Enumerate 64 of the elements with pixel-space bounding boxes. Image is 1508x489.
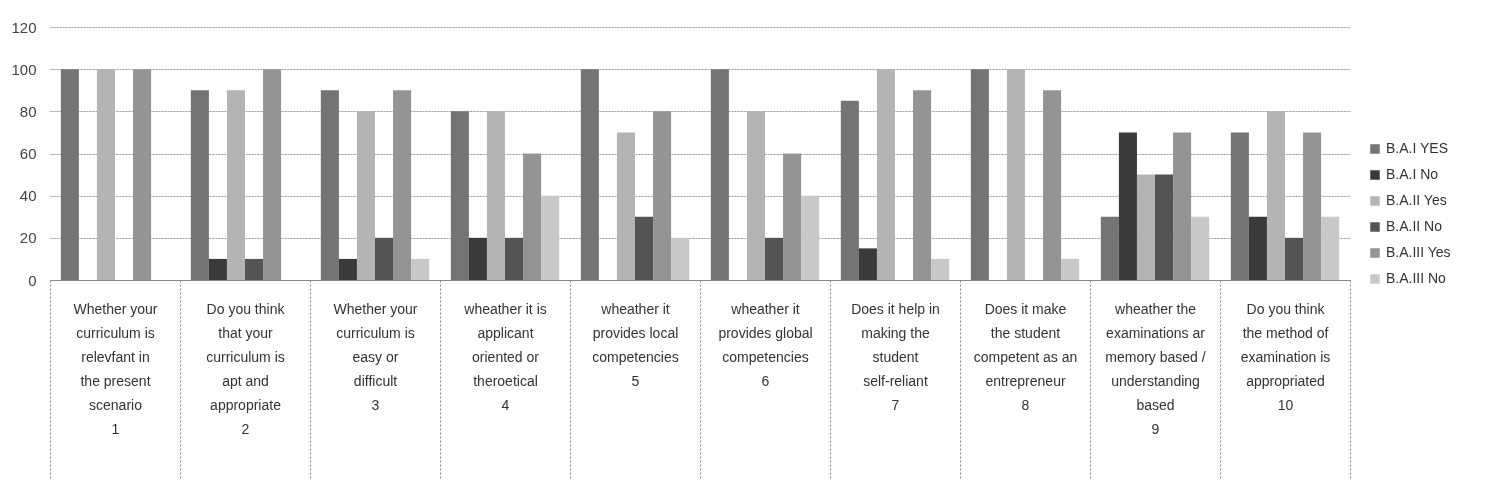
x-tick-label: wheather the examinations ar memory based / understanding based 9 <box>1105 300 1206 437</box>
bar <box>876 69 895 280</box>
bar <box>1321 216 1340 280</box>
bar <box>1155 174 1174 280</box>
bar <box>468 237 487 280</box>
bar <box>635 216 654 280</box>
bar <box>541 195 560 280</box>
x-tick-label: Whether your curriculum is relevfant in the present scenario 1 <box>73 300 158 437</box>
x-tick-label: wheather it is applicant oriented or theroetical 4 <box>463 300 547 413</box>
y-tick-label: 120 <box>11 18 37 36</box>
y-tick-label: 60 <box>19 145 37 162</box>
x-tick-label: Does it make the student competent as an entrepreneur 8 <box>973 300 1078 413</box>
bar <box>616 132 635 280</box>
bar <box>60 69 79 280</box>
x-tick-label: wheather it provides local competencies 5 <box>592 300 679 389</box>
y-tick-label: 20 <box>19 229 37 247</box>
bar <box>190 90 209 280</box>
bar <box>208 258 227 280</box>
legend-label: B.A.I No <box>1386 166 1439 182</box>
bar <box>96 69 115 280</box>
bar <box>1136 174 1155 280</box>
bar <box>840 100 859 280</box>
bar <box>411 258 430 280</box>
bar <box>1285 237 1304 280</box>
bar <box>1100 216 1119 280</box>
bar <box>1248 216 1267 280</box>
bar <box>1266 111 1285 280</box>
legend-label: B.A.II Yes <box>1386 192 1447 208</box>
bar <box>1191 216 1210 280</box>
bar <box>1006 69 1025 280</box>
bar <box>801 195 820 280</box>
bar <box>375 237 394 280</box>
bar <box>1061 258 1080 280</box>
legend-label: B.A.III No <box>1386 270 1447 286</box>
x-tick-label: Whether your curriculum is easy or difficult 3 <box>333 300 418 413</box>
bar <box>356 111 375 280</box>
bar <box>320 90 339 280</box>
bar <box>580 69 599 280</box>
bar <box>970 69 989 280</box>
bar <box>858 248 877 280</box>
bar <box>765 237 784 280</box>
legend-label: B.A.III Yes <box>1386 244 1451 260</box>
bar <box>710 69 729 280</box>
y-tick-label: 40 <box>19 187 37 205</box>
legend-label: B.A.II No <box>1386 218 1443 234</box>
bar <box>1118 132 1137 280</box>
bar <box>245 258 264 280</box>
bar <box>671 237 690 280</box>
y-tick-label: 0 <box>28 271 37 289</box>
bar <box>338 258 357 280</box>
bar <box>505 237 524 280</box>
x-tick-label: Do you think the method of examination is appropriated 10 <box>1240 300 1331 413</box>
y-tick-label: 80 <box>19 102 37 120</box>
bar <box>486 111 505 280</box>
bar <box>1230 132 1249 280</box>
legend-label: B.A.I YES <box>1386 140 1448 156</box>
bar <box>931 258 950 280</box>
bar <box>450 111 469 280</box>
bar <box>226 90 245 280</box>
x-tick-label: wheather it provides global competencies 6 <box>718 300 813 389</box>
y-tick-label: 100 <box>11 60 37 78</box>
x-tick-label: Do you think that your curriculum is apt and appropriate 2 <box>206 300 286 437</box>
x-tick-label: Does it help in making the student self-reliant 7 <box>851 300 940 413</box>
bar <box>746 111 765 280</box>
